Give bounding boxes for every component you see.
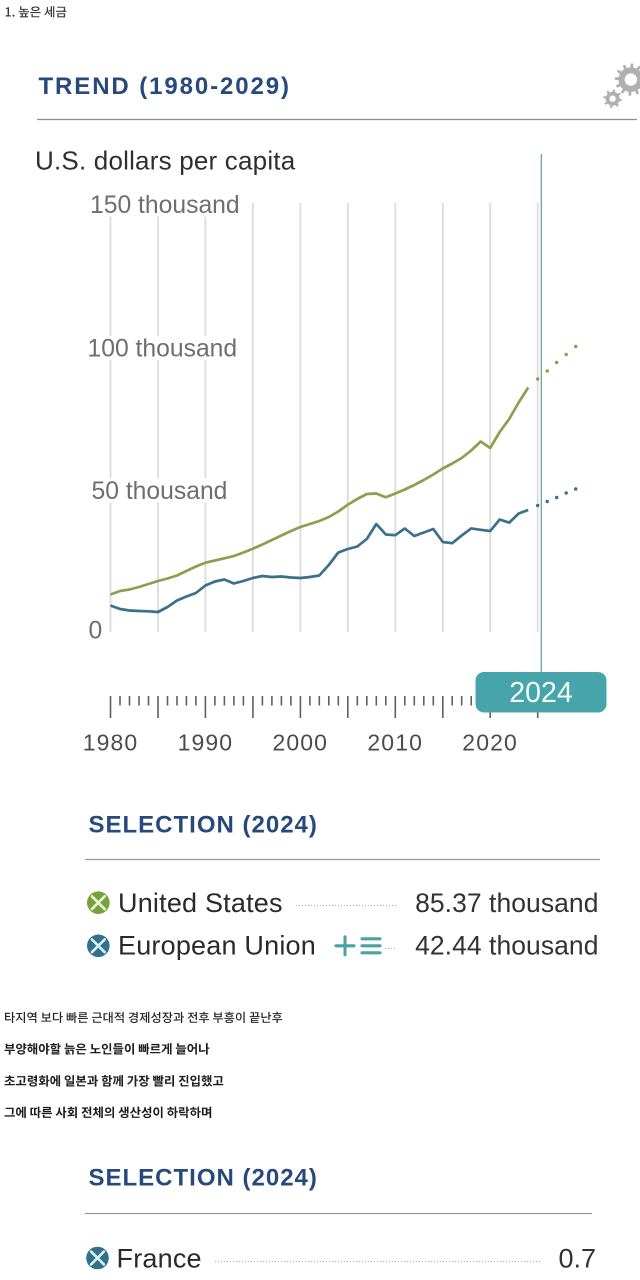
svg-text:50 thousand: 50 thousand — [92, 478, 228, 505]
svg-text:United States: United States — [118, 888, 283, 918]
svg-text:France: France — [117, 1244, 202, 1274]
svg-text:U.S. dollars per capita: U.S. dollars per capita — [35, 146, 296, 176]
svg-text:0: 0 — [89, 618, 103, 645]
svg-text:2024: 2024 — [509, 677, 573, 709]
svg-text:100 thousand: 100 thousand — [88, 336, 238, 363]
svg-text:European Union: European Union — [118, 931, 316, 961]
svg-text:TREND (1980-2029): TREND (1980-2029) — [39, 73, 291, 100]
svg-text:42.44 thousand: 42.44 thousand — [415, 931, 598, 961]
svg-text:2000: 2000 — [273, 730, 329, 756]
svg-text:2020: 2020 — [462, 730, 518, 756]
svg-text:0.7: 0.7 — [558, 1244, 596, 1274]
svg-text:SELECTION (2024): SELECTION (2024) — [89, 812, 318, 839]
svg-text:85.37 thousand: 85.37 thousand — [415, 888, 598, 918]
svg-text:2010: 2010 — [367, 730, 423, 756]
svg-text:150 thousand: 150 thousand — [90, 192, 240, 219]
svg-text:1990: 1990 — [178, 730, 234, 756]
svg-text:SELECTION (2024): SELECTION (2024) — [89, 1165, 318, 1192]
svg-text:1980: 1980 — [83, 730, 139, 756]
